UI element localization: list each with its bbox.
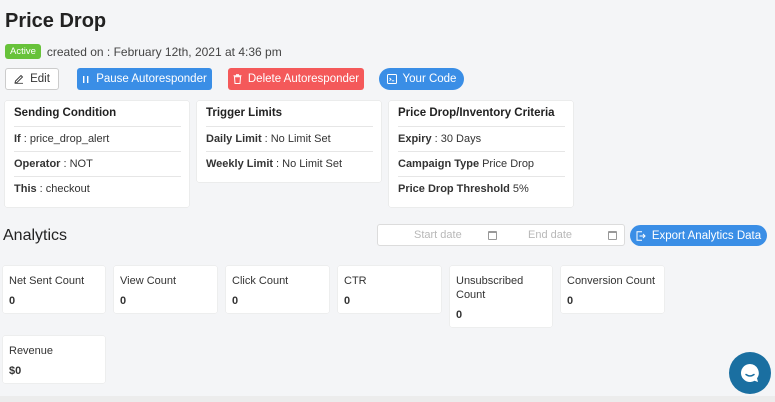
chat-bubble-icon <box>741 364 759 382</box>
criteria-card: Price Drop/Inventory Criteria Expiry: 30… <box>389 101 573 207</box>
your-code-button[interactable]: Your Code <box>379 68 464 90</box>
trash-icon <box>233 74 242 84</box>
metric-card-net-sent: Net Sent Count 0 <box>3 266 105 313</box>
sending-condition-card: Sending Condition If: price_drop_alert O… <box>5 101 189 207</box>
pause-button-label: Pause Autoresponder <box>96 73 207 85</box>
end-date-input[interactable]: End date <box>528 229 573 241</box>
card-title: Price Drop/Inventory Criteria <box>398 107 555 119</box>
status-row: Active created on : February 12th, 2021 … <box>5 44 282 59</box>
metric-value: 0 <box>120 295 127 307</box>
row-value: 5% <box>512 183 529 195</box>
row-key: Campaign Type <box>398 158 480 170</box>
metric-label: Net Sent Count <box>9 275 85 287</box>
row-value: : No Limit Set <box>264 133 331 145</box>
row-key: Price Drop Threshold <box>398 183 510 195</box>
row-key: Expiry <box>398 133 432 145</box>
metric-label: CTR <box>344 275 367 287</box>
pause-autoresponder-button[interactable]: Pause Autoresponder <box>77 68 212 90</box>
pencil-icon <box>14 74 24 84</box>
export-button-label: Export Analytics Data <box>651 229 762 242</box>
delete-button-label: Delete Autoresponder <box>247 73 360 85</box>
metric-label: Revenue <box>9 345 54 357</box>
metric-card-view: View Count 0 <box>114 266 217 313</box>
metric-card-unsubscribed: Unsubscribed Count 0 <box>450 266 552 327</box>
calendar-icon <box>608 230 617 240</box>
chat-launcher-button[interactable] <box>729 352 771 394</box>
analytics-title: Analytics <box>3 227 68 244</box>
row-value: : NOT <box>63 158 93 170</box>
metric-label: Conversion Count <box>567 275 656 287</box>
calendar-icon <box>488 230 497 240</box>
condition-row: If: price_drop_alert <box>14 126 181 151</box>
pause-icon <box>83 75 89 83</box>
metric-card-revenue: Revenue $0 <box>3 336 105 383</box>
metric-value: 0 <box>456 309 463 321</box>
metric-value: 0 <box>9 295 16 307</box>
metric-value: 0 <box>344 295 351 307</box>
row-key: This <box>14 183 37 195</box>
export-icon <box>636 230 646 241</box>
metric-card-click: Click Count 0 <box>226 266 329 313</box>
metric-label: View Count <box>120 275 177 287</box>
metric-label: Click Count <box>232 275 289 287</box>
date-range-picker[interactable]: Start date End date <box>377 224 625 246</box>
edit-button[interactable]: Edit <box>5 68 59 90</box>
row-value: : price_drop_alert <box>23 133 110 145</box>
row-value: : No Limit Set <box>276 158 343 170</box>
bottom-bar <box>0 396 775 402</box>
metric-label: Unsubscribed Count <box>456 275 524 301</box>
start-date-input[interactable]: Start date <box>414 229 462 241</box>
metric-value: 0 <box>232 295 239 307</box>
action-bar: Edit Pause Autoresponder Delete Autoresp… <box>5 68 464 90</box>
metric-card-ctr: CTR 0 <box>338 266 441 313</box>
export-analytics-button[interactable]: Export Analytics Data <box>630 225 767 246</box>
condition-row: Operator: NOT <box>14 151 181 176</box>
row-key: Daily Limit <box>206 133 262 145</box>
code-icon <box>386 74 397 84</box>
limit-row: Weekly Limit: No Limit Set <box>206 151 373 176</box>
row-key: Weekly Limit <box>206 158 274 170</box>
card-title: Sending Condition <box>14 107 117 119</box>
page-title: Price Drop <box>5 10 107 32</box>
created-on-text: created on : February 12th, 2021 at 4:36… <box>46 44 282 59</box>
edit-button-label: Edit <box>30 73 50 85</box>
criteria-row: Price Drop Threshold 5% <box>398 176 565 201</box>
your-code-button-label: Your Code <box>402 73 457 85</box>
trigger-limits-card: Trigger Limits Daily Limit: No Limit Set… <box>197 101 381 182</box>
row-key: If <box>14 133 21 145</box>
row-value: : 30 Days <box>434 133 482 145</box>
condition-row: This: checkout <box>14 176 181 201</box>
limit-row: Daily Limit: No Limit Set <box>206 126 373 151</box>
metric-value: $0 <box>9 365 22 377</box>
row-key: Operator <box>14 158 61 170</box>
criteria-row: Campaign Type Price Drop <box>398 151 565 176</box>
row-value: : checkout <box>39 183 90 195</box>
metric-card-conversion: Conversion Count 0 <box>561 266 664 313</box>
row-value: Price Drop <box>482 158 535 170</box>
metric-value: 0 <box>567 295 574 307</box>
card-title: Trigger Limits <box>206 107 283 119</box>
status-badge: Active <box>5 44 41 59</box>
delete-autoresponder-button[interactable]: Delete Autoresponder <box>228 68 364 90</box>
criteria-row: Expiry: 30 Days <box>398 126 565 151</box>
